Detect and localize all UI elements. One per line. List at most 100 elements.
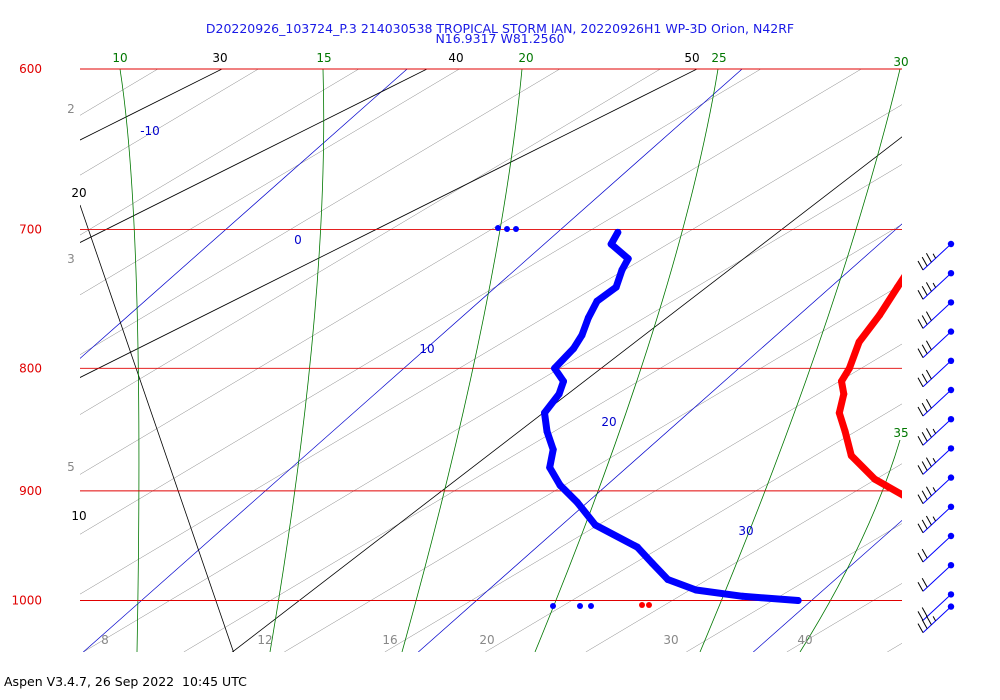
temperature-point — [646, 602, 652, 608]
isotherm-line — [80, 69, 408, 359]
temperature-point — [876, 311, 884, 319]
mixing-ratio-label: 5 — [67, 460, 75, 474]
moist-adiabat-line — [119, 69, 140, 652]
dewpoint-point — [614, 228, 622, 236]
isotherm-label: 0 — [294, 233, 302, 247]
dewpoint-point — [588, 603, 594, 609]
dry-adiabat-line — [80, 69, 223, 141]
mixing-ratio-line — [0, 0, 307, 652]
moist-adiabat-label: 20 — [518, 51, 533, 65]
chart-subtitle: N16.9317 W81.2560 — [435, 31, 565, 46]
dewpoint-point — [546, 464, 554, 471]
footer-version: Aspen V3.4.7, 26 Sep 2022 10:45 UTC — [4, 674, 247, 689]
isotherm-line — [0, 0, 153, 652]
isotherm-label: 10 — [419, 342, 434, 356]
wind-barb — [917, 386, 955, 417]
wind-barbs — [917, 240, 955, 633]
dewpoint-point — [593, 297, 601, 305]
dewpoint-point — [513, 226, 519, 232]
wind-barb — [917, 416, 955, 446]
moist-adiabat-line — [534, 69, 719, 652]
mixing-ratio-lines — [0, 0, 1000, 652]
pressure-tick-label: 600 — [19, 62, 42, 76]
dry-adiabat-label: 30 — [212, 51, 227, 65]
temperature-point — [845, 364, 853, 372]
temperature-point — [995, 565, 1000, 572]
temperature-point — [855, 338, 863, 346]
mixing-ratio-line — [80, 69, 460, 296]
moist-adiabat-label: 25 — [711, 51, 726, 65]
dry-adiabat-label: 40 — [448, 51, 463, 65]
wind-barb — [917, 532, 955, 563]
dewpoint-point — [607, 240, 615, 248]
temperature-tick-label: 30 — [663, 633, 678, 647]
moist-adiabat-line — [401, 69, 523, 652]
dewpoint-point — [495, 225, 501, 231]
wind-barb — [917, 603, 955, 633]
temperature-line — [835, 273, 902, 499]
temperature-profile — [639, 241, 1000, 608]
moist-adiabat-label: 30 — [893, 55, 908, 69]
moist-adiabats — [119, 69, 901, 652]
pressure-tick-label: 900 — [19, 484, 42, 498]
dewpoint-point — [578, 331, 586, 339]
mixing-ratio-line — [183, 224, 902, 652]
dry-adiabat-line — [80, 69, 698, 378]
wind-barb — [917, 503, 955, 534]
isotherm-line — [753, 519, 902, 652]
isotherm-label: -10 — [140, 124, 160, 138]
dry-adiabat-line — [80, 69, 428, 243]
mixing-ratio-label: 3 — [67, 252, 75, 266]
dewpoint-point — [550, 603, 556, 609]
temperature-point — [639, 602, 645, 608]
temperature-point — [912, 499, 919, 506]
mixing-ratio-line — [686, 523, 902, 652]
dewpoint-point — [633, 543, 641, 551]
temperature-tick-label: 12 — [257, 633, 272, 647]
mixing-ratio-line — [83, 164, 902, 652]
mixing-ratio-line — [80, 69, 159, 116]
dry-adiabat-label: 20 — [71, 186, 86, 200]
isotherm-label: 30 — [738, 524, 753, 538]
isobars — [80, 68, 902, 601]
mixing-ratio-line — [988, 0, 1000, 652]
pressure-tick-label: 700 — [19, 222, 42, 236]
temperature-point — [847, 452, 855, 460]
wind-barb — [917, 357, 955, 388]
wind-barb — [917, 591, 955, 621]
dewpoint-point — [549, 446, 557, 454]
temperature-point — [909, 241, 916, 248]
dry-adiabat-line — [80, 204, 234, 652]
moist-adiabat-label: 35 — [893, 426, 908, 440]
isotherm-label: 20 — [601, 415, 616, 429]
mixing-ratio-line — [585, 463, 902, 652]
dewpoint-point — [577, 603, 583, 609]
dewpoint-point — [560, 377, 567, 385]
dewpoint-point — [584, 314, 592, 322]
moist-adiabat-line — [269, 69, 325, 652]
dewpoint-point — [794, 597, 802, 604]
temperature-point — [894, 283, 901, 291]
wind-barb — [917, 474, 955, 504]
dry-adiabat-label: 10 — [71, 509, 86, 523]
chart-title: D20220926_103724_P.3 214030538 TROPICAL … — [205, 21, 795, 36]
temperature-point — [841, 427, 849, 435]
dewpoint-point — [543, 427, 551, 435]
mixing-ratio-line — [80, 104, 902, 595]
dewpoint-point — [551, 364, 559, 372]
mixing-ratio-line — [80, 69, 661, 415]
temperature-tick-label: 16 — [382, 633, 397, 647]
moist-adiabat-line — [699, 69, 901, 652]
dewpoint-profile — [495, 225, 802, 609]
mixing-ratio-label: 2 — [67, 102, 75, 116]
moist-adiabat-label: 15 — [316, 51, 331, 65]
dewpoint-point — [612, 283, 620, 291]
mixing-ratio-line — [80, 69, 360, 236]
wind-barb — [917, 562, 955, 592]
moist-adiabat-label: 10 — [112, 51, 127, 65]
dewpoint-point — [692, 586, 700, 594]
temperature-tick-label: 20 — [479, 633, 494, 647]
mixing-ratio-line — [80, 69, 561, 356]
temperature-point — [955, 544, 962, 551]
